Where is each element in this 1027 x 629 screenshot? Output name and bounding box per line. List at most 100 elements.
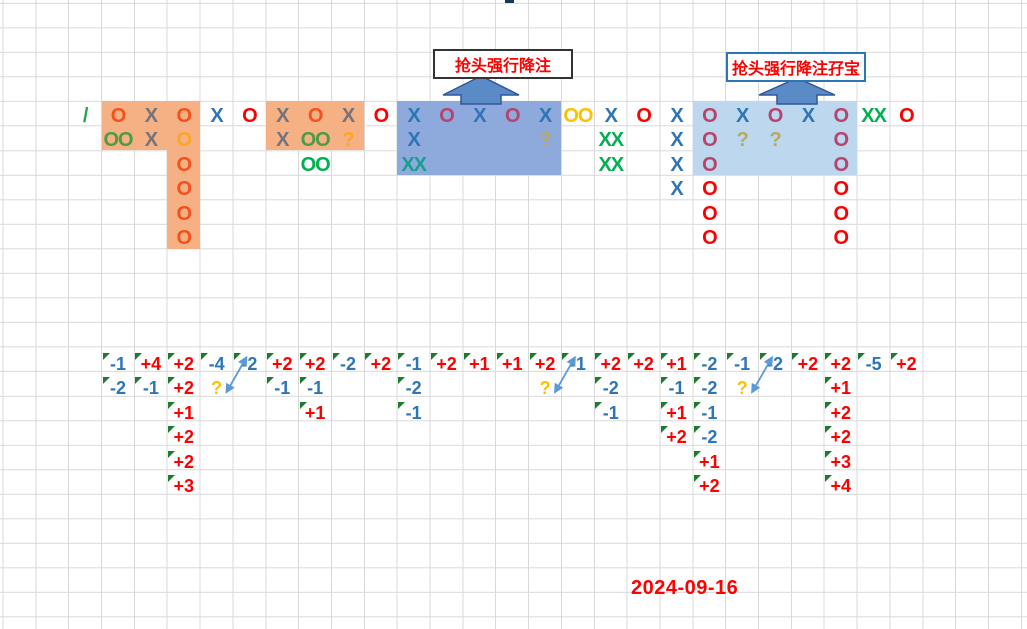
symbol-cell[interactable]: X [670,104,683,127]
number-cell[interactable]: -1 [405,402,422,423]
number-cell[interactable]: -1 [110,353,127,374]
symbol-cell[interactable]: OO [563,104,593,127]
number-cell[interactable]: -2 [602,378,619,399]
number-cell[interactable]: +2 [173,451,195,472]
number-cell[interactable]: +2 [830,402,852,423]
number-cell[interactable]: +1 [666,402,687,423]
symbol-cell[interactable]: X [801,104,815,127]
symbol-cell[interactable]: O [702,129,718,152]
question-mark-cell[interactable]: ? [736,378,748,399]
symbol-cell[interactable]: O [176,104,192,127]
symbol-cell[interactable]: O [833,227,849,250]
symbol-cell[interactable]: X [670,178,683,201]
symbol-cell[interactable]: O [833,104,849,127]
number-cell[interactable]: +2 [830,353,852,374]
number-cell[interactable]: +2 [534,353,556,374]
symbol-cell[interactable]: X [538,104,552,127]
symbol-cell[interactable]: O [767,104,784,127]
symbol-cell[interactable]: XX [861,104,887,127]
number-cell[interactable]: -1 [602,402,619,423]
question-mark-cell[interactable]: ? [539,129,551,152]
symbol-cell[interactable]: O [833,153,849,176]
symbol-cell[interactable]: O [899,104,915,127]
number-cell[interactable]: -1 [734,353,751,374]
number-cell[interactable]: -4 [208,353,225,374]
symbol-cell[interactable]: OO [103,129,133,152]
symbol-cell[interactable]: O [242,104,258,127]
symbol-cell[interactable]: O [833,178,849,201]
symbol-cell[interactable]: XX [598,153,624,176]
symbol-cell[interactable]: X [276,129,289,152]
symbol-cell[interactable]: X [144,104,158,127]
symbol-cell[interactable]: X [407,129,421,152]
symbol-cell[interactable]: O [702,202,718,225]
number-cell[interactable]: -5 [865,353,882,374]
number-cell[interactable]: +3 [830,451,852,472]
symbol-cell[interactable]: O [176,202,192,225]
number-cell[interactable]: -1 [307,378,324,399]
number-cell[interactable]: -2 [701,353,718,374]
symbol-cell[interactable]: X [604,104,618,127]
symbol-cell[interactable]: X [276,104,289,127]
number-cell[interactable]: +2 [699,476,720,497]
number-cell[interactable]: +1 [173,402,195,423]
symbol-cell[interactable]: X [144,129,158,152]
number-cell[interactable]: -1 [701,402,718,423]
symbol-cell[interactable]: O [833,202,849,225]
symbol-cell[interactable]: X [407,104,421,127]
number-cell[interactable]: +2 [173,427,195,448]
number-cell[interactable]: +1 [666,353,687,374]
question-mark-cell[interactable]: ? [736,129,749,152]
number-cell[interactable]: +1 [699,451,720,472]
number-cell[interactable]: -1 [142,378,159,399]
symbol-cell[interactable]: OO [300,153,331,176]
number-cell[interactable]: -2 [110,378,127,399]
number-cell[interactable]: +2 [436,353,457,374]
symbol-cell[interactable]: OO [300,129,331,152]
symbol-cell[interactable]: / [82,104,89,127]
number-cell[interactable]: +2 [896,353,917,374]
number-cell[interactable]: +2 [173,353,195,374]
number-cell[interactable]: +3 [173,476,195,497]
symbol-cell[interactable]: X [473,104,486,127]
symbol-cell[interactable]: O [176,153,192,176]
symbol-cell[interactable]: O [702,153,718,176]
symbol-cell[interactable]: O [833,129,849,152]
symbol-cell[interactable]: O [307,104,324,127]
symbol-cell[interactable]: XX [401,153,427,176]
number-cell[interactable]: -2 [405,378,422,399]
number-cell[interactable]: -1 [668,378,685,399]
number-cell[interactable]: +2 [666,427,687,448]
symbol-cell[interactable]: O [373,104,390,127]
question-mark-cell[interactable]: ? [211,378,223,399]
symbol-cell[interactable]: O [504,104,521,127]
question-mark-cell[interactable]: ? [342,129,354,152]
number-cell[interactable]: +1 [469,353,490,374]
number-cell[interactable]: -1 [405,353,422,374]
symbol-cell[interactable]: O [439,104,455,127]
symbol-cell[interactable]: X [341,104,355,127]
number-cell[interactable]: +4 [830,476,852,497]
number-cell[interactable]: -2 [701,427,718,448]
number-cell[interactable]: +2 [830,427,852,448]
symbol-cell[interactable]: O [702,104,718,127]
symbol-cell[interactable]: XX [598,129,624,152]
symbol-cell[interactable]: O [702,178,718,201]
symbol-cell[interactable]: X [736,104,749,127]
symbol-cell[interactable]: X [670,129,683,152]
number-cell[interactable]: +1 [501,353,523,374]
question-mark-cell[interactable]: ? [769,129,781,152]
number-cell[interactable]: -1 [274,378,291,399]
symbol-cell[interactable]: O [636,104,652,127]
number-cell[interactable]: +2 [304,353,326,374]
number-cell[interactable]: -2 [701,378,718,399]
number-cell[interactable]: +2 [797,353,819,374]
number-cell[interactable]: +2 [633,353,654,374]
symbol-cell[interactable]: X [670,153,683,176]
number-cell[interactable]: +1 [304,402,326,423]
number-cell[interactable]: +2 [173,378,195,399]
symbol-cell[interactable]: O [176,129,192,152]
symbol-cell[interactable]: O [176,178,192,201]
symbol-cell[interactable]: O [702,227,718,250]
symbol-cell[interactable]: O [176,227,192,250]
